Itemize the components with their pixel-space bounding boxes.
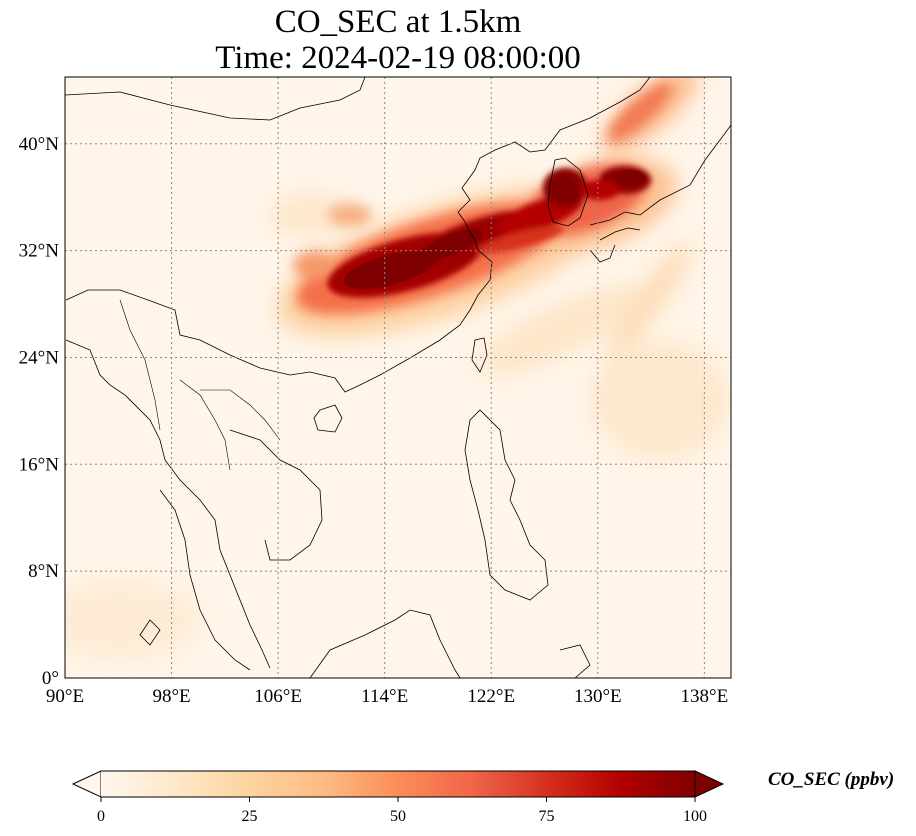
lat-tick-label: 0° bbox=[42, 668, 59, 689]
lon-tick-labels: 90°E 98°E 106°E 114°E 122°E 130°E 138°E bbox=[46, 686, 728, 707]
malay-coast bbox=[159, 489, 251, 671]
inland-borders bbox=[119, 299, 281, 471]
colorbar: 0 25 50 75 100 bbox=[71, 770, 725, 825]
korea bbox=[547, 157, 589, 227]
coastlines bbox=[65, 77, 731, 678]
borneo bbox=[309, 609, 461, 678]
lat-tick-label: 32°N bbox=[19, 241, 60, 262]
lat-tick-label: 16°N bbox=[19, 454, 60, 475]
map-frame bbox=[64, 76, 732, 679]
china-coast bbox=[65, 77, 651, 393]
map-panel[interactable] bbox=[40, 56, 731, 678]
taiwan bbox=[471, 337, 488, 373]
indochina-coast bbox=[65, 339, 323, 669]
colorbar-gradient bbox=[101, 771, 695, 797]
lon-tick-label: 114°E bbox=[361, 686, 408, 707]
lon-tick-label: 106°E bbox=[254, 686, 302, 707]
lon-tick-label: 90°E bbox=[46, 686, 84, 707]
colorbar-label: CO_SEC (ppbv) bbox=[768, 769, 895, 790]
lon-tick-label: 130°E bbox=[574, 686, 622, 707]
lon-tick-label: 138°E bbox=[681, 686, 729, 707]
colorbar-tick-label: 100 bbox=[683, 808, 707, 825]
colorbar-tick-label: 25 bbox=[242, 808, 258, 825]
northern-border bbox=[65, 77, 366, 121]
lat-tick-label: 40°N bbox=[19, 134, 60, 155]
co-plume bbox=[277, 77, 698, 337]
map-title: CO_SEC at 1.5km Time: 2024-02-19 08:00:0… bbox=[65, 4, 731, 76]
philippines bbox=[464, 409, 549, 601]
colorbar-tick-label: 75 bbox=[539, 808, 555, 825]
colorbar-tick-label: 0 bbox=[97, 808, 105, 825]
colorbar-extend-low bbox=[71, 770, 102, 798]
title-line-1: CO_SEC at 1.5km bbox=[274, 4, 522, 40]
lat-tick-labels: 0° 8°N 16°N 24°N 32°N 40°N bbox=[19, 134, 60, 689]
colorbar-extend-high bbox=[694, 770, 725, 798]
gridlines bbox=[65, 77, 731, 678]
lat-tick-label: 8°N bbox=[28, 561, 59, 582]
sulawesi bbox=[559, 644, 591, 678]
colorbar-tick-label: 50 bbox=[390, 808, 406, 825]
title-line-2: Time: 2024-02-19 08:00:00 bbox=[215, 40, 581, 76]
colorbar-ticks: 0 25 50 75 100 bbox=[97, 797, 707, 825]
japan bbox=[589, 124, 731, 263]
background-haze bbox=[65, 193, 730, 660]
lon-tick-label: 98°E bbox=[152, 686, 190, 707]
islands bbox=[139, 619, 161, 646]
hainan bbox=[313, 404, 343, 433]
lon-tick-label: 122°E bbox=[467, 686, 515, 707]
lat-tick-label: 24°N bbox=[19, 347, 60, 368]
